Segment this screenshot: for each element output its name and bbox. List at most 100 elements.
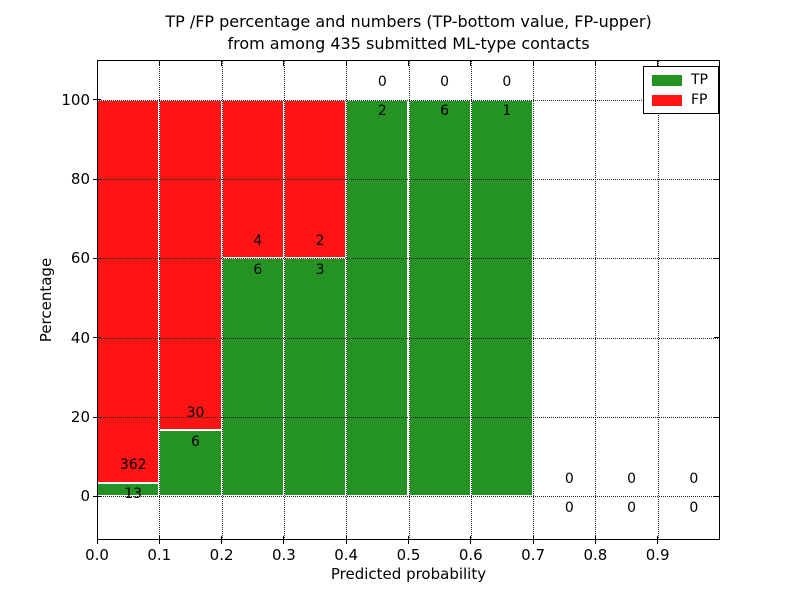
- bar-annotation-fp: 2: [315, 232, 325, 249]
- x-tick-mark-top: [657, 61, 659, 66]
- grid-line-vertical: [221, 60, 223, 540]
- bar-segment-tp: [470, 99, 534, 497]
- x-axis-label: Predicted probability: [330, 565, 487, 583]
- legend-item-fp: FP: [652, 93, 708, 107]
- bar-annotation-tp: 6: [440, 103, 450, 120]
- grid-line-vertical: [159, 60, 161, 540]
- y-tick-mark-right: [714, 257, 719, 259]
- x-tick-mark-top: [345, 61, 347, 66]
- chart-title-line1: TP /FP percentage and numbers (TP-bottom…: [165, 12, 652, 31]
- x-tick-label: 0.8: [583, 546, 608, 564]
- y-tick-mark-left: [93, 495, 101, 497]
- x-tick-label: 0.5: [396, 546, 421, 564]
- grid-line-vertical: [657, 60, 659, 540]
- y-tick-mark-right: [714, 495, 719, 497]
- grid-line-vertical: [533, 60, 535, 540]
- bar-annotation-fp: 0: [502, 74, 512, 91]
- x-tick-mark-bottom: [470, 536, 472, 544]
- x-tick-label: 0.0: [85, 546, 109, 564]
- y-tick-mark-right: [714, 337, 719, 339]
- x-tick-label: 0.3: [271, 546, 296, 564]
- legend-label-fp: FP: [691, 92, 708, 108]
- x-tick-mark-bottom: [283, 536, 285, 544]
- x-tick-mark-bottom: [221, 536, 223, 544]
- grid-line-horizontal: [97, 417, 720, 418]
- bar-segment-tp: [346, 99, 409, 497]
- x-tick-label: 0.4: [334, 546, 359, 564]
- grid-line-vertical: [595, 60, 597, 540]
- y-tick-mark-left: [93, 257, 101, 259]
- chart-title: TP /FP percentage and numbers (TP-bottom…: [97, 11, 720, 55]
- grid-line-vertical: [408, 60, 410, 540]
- y-tick-mark-left: [93, 99, 101, 101]
- grid-line-vertical: [283, 60, 285, 540]
- grid-line-vertical: [470, 60, 472, 540]
- bar-annotation-fp: 0: [564, 470, 574, 487]
- bar-annotation-tp: 13: [124, 486, 143, 503]
- x-tick-mark-top: [532, 61, 534, 66]
- bar-segment-fp: [159, 99, 222, 431]
- x-tick-mark-top: [221, 61, 223, 66]
- x-tick-label: 0.2: [209, 546, 234, 564]
- bar-segment-tp: [159, 430, 222, 497]
- legend-swatch-tp: [652, 74, 682, 86]
- y-tick-label: 20: [70, 408, 90, 426]
- bar-segment-tp: [408, 99, 471, 497]
- x-tick-mark-top: [470, 61, 472, 66]
- grid-line-horizontal: [97, 496, 720, 498]
- bar-annotation-tp: 0: [627, 499, 637, 516]
- grid-line-horizontal: [97, 99, 720, 101]
- bar-annotation-fp: 4: [253, 232, 263, 249]
- bar-annotation-tp: 2: [377, 103, 387, 120]
- grid-line-horizontal: [97, 258, 720, 260]
- grid-line-horizontal: [97, 337, 720, 339]
- x-tick-mark-top: [158, 61, 160, 66]
- bar-annotation-fp: 362: [119, 457, 147, 474]
- x-tick-mark-bottom: [345, 536, 347, 544]
- legend-swatch-fp: [652, 94, 682, 106]
- x-tick-label: 0.1: [147, 546, 172, 564]
- bar-annotation-fp: 0: [377, 74, 387, 91]
- bar-segment-tp: [221, 258, 284, 497]
- x-tick-mark-top: [594, 61, 596, 66]
- bar-annotation-tp: 1: [502, 103, 512, 120]
- grid-line-vertical: [346, 60, 348, 540]
- legend: TP FP: [643, 66, 719, 114]
- y-tick-label: 60: [70, 249, 90, 268]
- x-tick-mark-top: [408, 61, 409, 66]
- x-tick-mark-bottom: [594, 536, 596, 544]
- y-tick-mark-right: [714, 178, 719, 180]
- y-tick-label: 100: [61, 90, 90, 109]
- x-tick-mark-bottom: [657, 536, 659, 544]
- y-tick-mark-left: [93, 178, 101, 180]
- y-axis-label: Percentage: [37, 257, 56, 343]
- x-tick-label: 0.9: [645, 546, 670, 564]
- bar-annotation-fp: 0: [689, 470, 699, 487]
- bar-annotation-tp: 6: [253, 261, 263, 278]
- legend-label-tp: TP: [691, 72, 708, 88]
- y-tick-mark-left: [93, 416, 101, 418]
- x-tick-label: 0.7: [521, 546, 546, 564]
- x-tick-label: 0.6: [458, 546, 483, 564]
- grid-line-horizontal: [97, 179, 720, 180]
- x-tick-mark-bottom: [158, 536, 160, 544]
- y-tick-label: 40: [70, 328, 90, 347]
- bar-segment-fp: [97, 99, 160, 483]
- y-tick-mark-left: [93, 337, 101, 339]
- chart-title-line2: from among 435 submitted ML-type contact…: [227, 34, 590, 53]
- bar-annotation-tp: 3: [315, 261, 325, 278]
- x-tick-mark-bottom: [408, 536, 409, 544]
- plot-area: TP FP 362 13 30 6 4 6 2 3 0 2 0 6 0 1 0 0 0 0 0 0: [97, 60, 720, 540]
- x-tick-mark-bottom: [96, 536, 98, 544]
- x-tick-mark-top: [283, 61, 285, 66]
- legend-item-tp: TP: [652, 73, 708, 87]
- bar-annotation-tp: 0: [564, 499, 574, 516]
- bar-annotation-tp: 0: [689, 499, 699, 516]
- bar-annotation-fp: 0: [627, 470, 637, 487]
- bar-annotation-tp: 6: [191, 433, 200, 450]
- y-tick-label: 0: [80, 487, 90, 506]
- bar-annotation-fp: 30: [186, 404, 205, 421]
- y-tick-label: 80: [70, 170, 90, 188]
- x-tick-mark-bottom: [532, 536, 534, 544]
